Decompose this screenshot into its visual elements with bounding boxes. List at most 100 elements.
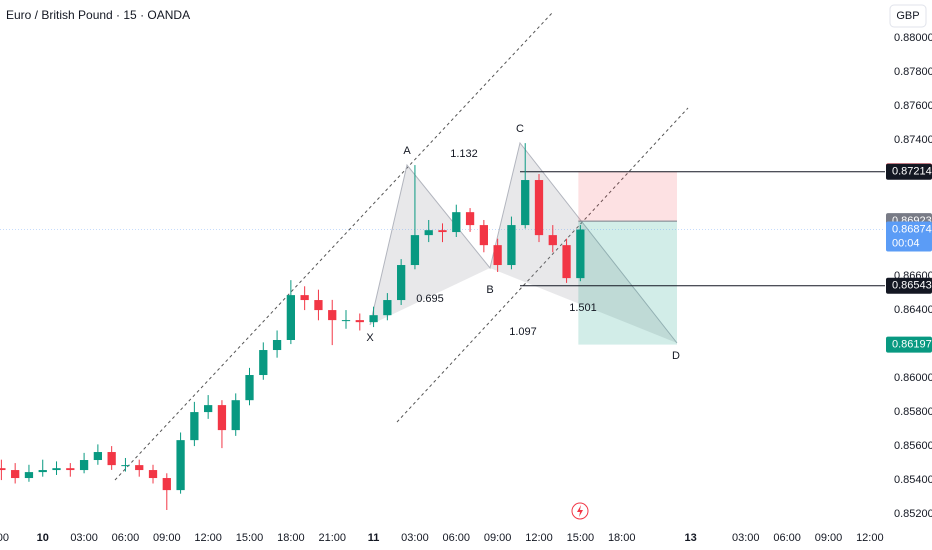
x-tick-label: 15:00 (567, 532, 595, 544)
icon-bolt (577, 505, 583, 517)
channel-line (114, 11, 554, 481)
target-zone (578, 221, 677, 345)
candle-body (286, 295, 295, 340)
candle-body (0, 468, 6, 471)
y-tick-label: 0.85600 (894, 440, 932, 452)
x-tick-label: 03:00 (732, 532, 760, 544)
pattern-ratio: 1.132 (450, 148, 478, 160)
pattern-point: C (516, 123, 524, 135)
price-badge-label: 0.86197 (892, 338, 932, 350)
candle-body (135, 465, 144, 471)
candle-body (328, 310, 337, 321)
candle-body (204, 405, 213, 413)
price-badge-label: 0.86874 (892, 223, 932, 235)
candle-body (231, 400, 240, 431)
axes: 0.880000.878000.876000.874000.866000.864… (0, 32, 932, 544)
price-badge (886, 277, 932, 294)
x-tick-label: 10 (37, 532, 49, 544)
pattern-point: B (486, 284, 493, 296)
pattern-point: X (366, 332, 374, 344)
lightning-icon (571, 502, 589, 520)
x-tick-label: 11 (368, 532, 380, 544)
candle-body (217, 405, 227, 431)
price-badge (886, 221, 932, 252)
y-tick-label: 0.87400 (894, 134, 932, 146)
x-tick-label: 21:00 (318, 532, 346, 544)
x-tick-label: 12:00 (194, 532, 222, 544)
candle-body (341, 320, 351, 322)
candle-body (314, 300, 323, 311)
price-axis (885, 0, 932, 550)
candle-body (383, 300, 392, 316)
x-tick-label: 12:00 (856, 532, 884, 544)
x-tick-label: 06:00 (773, 532, 801, 544)
price-badge-label: 0.87214 (892, 166, 932, 178)
candle-body (24, 472, 34, 479)
plot (0, 143, 585, 510)
candle-body (479, 225, 488, 246)
candle-body (272, 340, 282, 351)
chart-title: Euro / British Pound · 15 · OANDA (6, 8, 190, 22)
pattern-ratio: 1.501 (569, 302, 597, 314)
price-badge (886, 336, 932, 353)
candle-body (190, 412, 199, 441)
pattern-labels: X A B C D 1.132 0.695 1.097 1.501 (366, 123, 680, 362)
candle-body (52, 468, 61, 471)
y-tick-label: 0.87800 (894, 66, 932, 78)
pattern-ratio: 1.097 (509, 326, 537, 338)
candle-body (93, 452, 103, 461)
price-badge (886, 163, 932, 180)
candle-body (300, 295, 309, 301)
candle-body (576, 229, 585, 279)
time-axis (0, 527, 932, 550)
x-tick-label: 06:00 (443, 532, 471, 544)
candle-body (521, 180, 530, 226)
x-tick-label: 06:00 (112, 532, 140, 544)
stop-zone (578, 171, 677, 222)
candle-body (245, 375, 254, 401)
candle-body (148, 470, 158, 479)
x-tick-label: 18:00 (608, 532, 636, 544)
y-tick-label: 0.86000 (894, 372, 932, 384)
channel-line (396, 107, 689, 423)
currency[interactable]: GBP (896, 10, 919, 22)
y-tick-label: 0.85400 (894, 474, 932, 486)
position-box (0, 171, 885, 345)
pattern-line (369, 141, 678, 344)
candle-body (562, 245, 571, 279)
candle-body (355, 320, 364, 323)
candle-body (259, 350, 268, 376)
x-tick-label: 03:00 (401, 532, 429, 544)
candle-body (493, 245, 502, 266)
candle-body (79, 460, 89, 471)
y-tick-label: 0.85200 (894, 508, 932, 520)
candle-body (534, 180, 544, 236)
x-tick-label: 15:00 (236, 532, 264, 544)
candle-body (410, 235, 420, 266)
x-tick-label: 03:00 (70, 532, 98, 544)
candle-body (397, 265, 406, 301)
x-tick-label: 09:00 (815, 532, 843, 544)
x-tick-label: 09:00 (484, 532, 512, 544)
candle-body (38, 470, 47, 473)
pattern-point: D (672, 350, 680, 362)
candle-body (162, 478, 171, 491)
candle-body (176, 440, 185, 491)
pattern-ratio: 0.695 (416, 293, 444, 305)
candle-body (121, 465, 130, 467)
y-tick-label: 0.87600 (894, 100, 932, 112)
candle-body (424, 230, 433, 236)
candle-body (369, 315, 378, 323)
currency-button[interactable] (889, 4, 927, 28)
x-tick-label: 13 (685, 532, 697, 544)
x-tick-label: 12:00 (525, 532, 553, 544)
candle-body (452, 212, 461, 233)
countdown: 00:04 (892, 237, 920, 249)
candle-body (507, 225, 516, 266)
candle-body (438, 230, 447, 233)
x-tick-label: :00 (0, 532, 9, 544)
pattern-point: A (403, 145, 411, 157)
price-badge-label: 0.86543 (892, 280, 932, 292)
